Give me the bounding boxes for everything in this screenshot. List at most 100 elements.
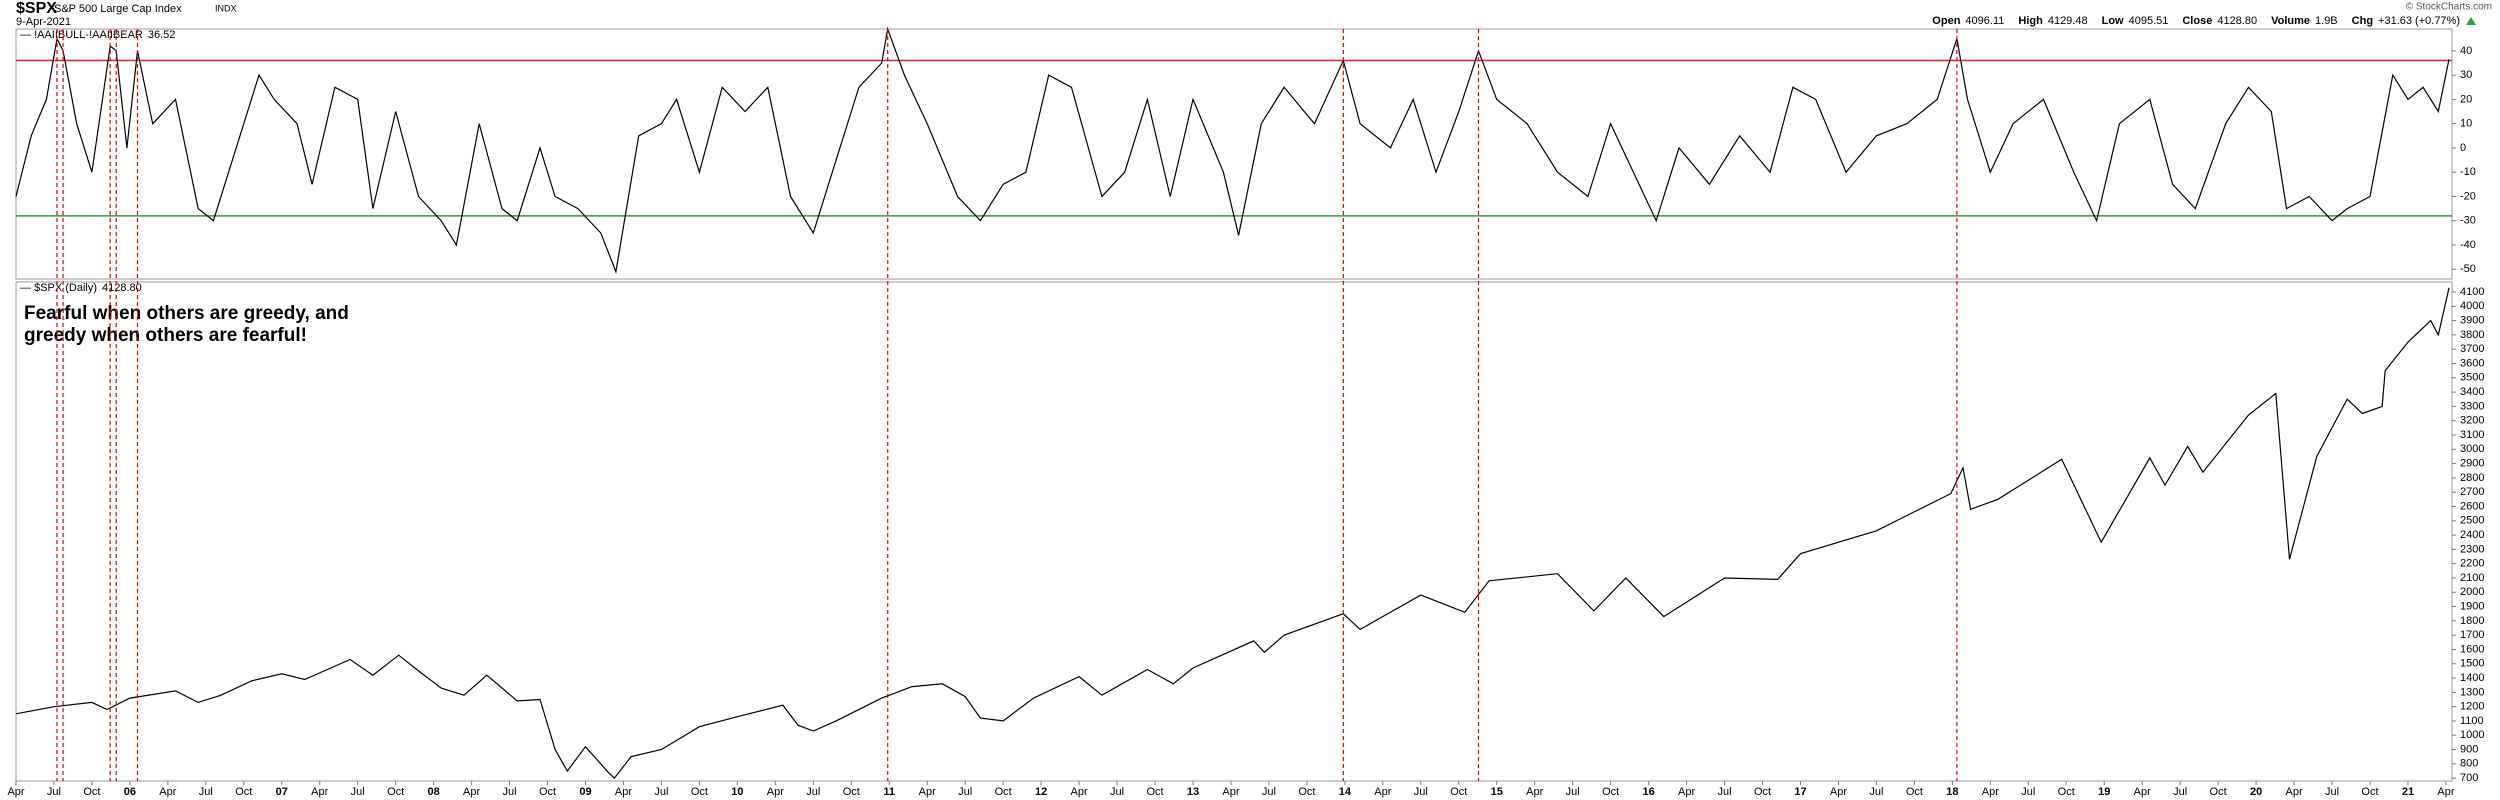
annotation: Fearful when others are greedy, and	[24, 303, 349, 324]
y-tick-label: 10	[2460, 118, 2472, 130]
x-tick-label: 11	[883, 786, 895, 798]
y-tick-label: 1800	[2460, 615, 2484, 627]
x-tick-label: Jul	[1110, 786, 1124, 798]
y-tick-label: 0	[2460, 142, 2466, 154]
x-tick-label: Jul	[1262, 786, 1276, 798]
y-tick-label: 2700	[2460, 486, 2484, 498]
x-tick-label: Oct	[83, 786, 100, 798]
x-tick-label: Jul	[2021, 786, 2035, 798]
y-tick-label: 2400	[2460, 529, 2484, 541]
x-tick-label: Oct	[995, 786, 1012, 798]
x-tick-label: Oct	[2058, 786, 2075, 798]
series-line	[15, 287, 2450, 779]
x-tick-label: Apr	[2285, 786, 2302, 798]
y-tick-label: 3800	[2460, 329, 2484, 341]
legend-value: 4128.80	[102, 282, 142, 294]
y-tick-label: 40	[2460, 45, 2472, 57]
x-tick-label: 14	[1339, 786, 1352, 798]
x-tick-label: Oct	[2361, 786, 2378, 798]
y-tick-label: 2000	[2460, 586, 2484, 598]
x-tick-label: Jul	[503, 786, 517, 798]
stat-label: Chg	[2352, 15, 2373, 27]
y-tick-label: -30	[2460, 215, 2476, 227]
stat-label: Low	[2102, 15, 2124, 27]
x-tick-label: Jul	[351, 786, 365, 798]
y-tick-label: 1100	[2460, 715, 2484, 727]
x-tick-label: Apr	[1982, 786, 1999, 798]
x-tick-label: Jul	[2173, 786, 2187, 798]
x-tick-label: Apr	[1830, 786, 1847, 798]
x-tick-label: 10	[731, 786, 743, 798]
x-tick-label: 19	[2098, 786, 2110, 798]
x-tick-label: Jul	[654, 786, 668, 798]
x-tick-label: Apr	[1374, 786, 1391, 798]
x-tick-label: Apr	[1526, 786, 1543, 798]
y-tick-label: 900	[2460, 743, 2478, 755]
x-tick-label: Oct	[1450, 786, 1467, 798]
copyright: © StockCharts.com	[2406, 2, 2492, 13]
x-tick-label: Apr	[159, 786, 176, 798]
x-tick-label: Oct	[1602, 786, 1619, 798]
symbol-name: S&P 500 Large Cap Index	[54, 3, 182, 15]
x-tick-label: Jul	[2325, 786, 2339, 798]
x-tick-label: Jul	[47, 786, 61, 798]
x-tick-label: 08	[428, 786, 440, 798]
x-tick-label: Oct	[843, 786, 860, 798]
y-tick-label: 3600	[2460, 357, 2484, 369]
y-tick-label: -10	[2460, 166, 2476, 178]
y-tick-label: 2800	[2460, 472, 2484, 484]
x-tick-label: 13	[1187, 786, 1199, 798]
x-tick-label: Apr	[2134, 786, 2151, 798]
panel-frame	[15, 28, 2453, 280]
y-tick-label: 1900	[2460, 600, 2484, 612]
x-tick-label: Oct	[1906, 786, 1923, 798]
x-tick-label: Jul	[958, 786, 972, 798]
y-tick-label: -50	[2460, 263, 2476, 275]
x-tick-label: Apr	[463, 786, 480, 798]
x-tick-label: 07	[276, 786, 288, 798]
y-tick-label: 20	[2460, 93, 2472, 105]
x-tick-label: 09	[579, 786, 591, 798]
y-tick-label: 3700	[2460, 343, 2484, 355]
x-tick-label: Oct	[1754, 786, 1771, 798]
legend: — $SPX (Daily) 4128.80	[20, 282, 142, 294]
x-tick-label: 06	[124, 786, 136, 798]
legend-name: $SPX (Daily)	[34, 282, 97, 294]
x-tick-label: 18	[1946, 786, 1958, 798]
x-tick-label: Apr	[311, 786, 328, 798]
y-tick-label: 1200	[2460, 701, 2484, 713]
stat-label: Volume	[2271, 15, 2310, 27]
x-tick-label: Jul	[1566, 786, 1580, 798]
legend-swatch: —	[20, 29, 34, 41]
y-tick-label: 2500	[2460, 515, 2484, 527]
x-tick-label: Apr	[1678, 786, 1695, 798]
legend-swatch: —	[20, 282, 34, 294]
legend: — !AAIIBULL-!AAIIBEAR 36.52	[20, 29, 175, 41]
x-tick-label: 16	[1642, 786, 1654, 798]
symbol: $SPX	[16, 0, 57, 17]
x-tick-label: 12	[1035, 786, 1047, 798]
x-tick-label: Jul	[806, 786, 820, 798]
y-tick-label: 30	[2460, 69, 2472, 81]
y-tick-label: 2100	[2460, 572, 2484, 584]
y-tick-label: 3200	[2460, 415, 2484, 427]
y-tick-label: 3000	[2460, 443, 2484, 455]
x-tick-label: Oct	[539, 786, 556, 798]
x-tick-label: Jul	[1414, 786, 1428, 798]
stat-value: 4096.11	[1965, 15, 2004, 27]
legend-value: 36.52	[148, 29, 176, 41]
stat-label: Close	[2182, 15, 2212, 27]
stat-value: 1.9B	[2315, 15, 2338, 27]
x-tick-label: 17	[1794, 786, 1806, 798]
x-tick-label: 20	[2250, 786, 2262, 798]
stat-value: +31.63 (+0.77%)	[2378, 15, 2460, 27]
stat-label: High	[2018, 15, 2043, 27]
date: 9-Apr-2021	[16, 16, 71, 28]
series-line	[15, 26, 2450, 274]
y-tick-label: 3500	[2460, 372, 2484, 384]
y-tick-label: 700	[2460, 772, 2478, 784]
y-tick-label: 800	[2460, 758, 2478, 770]
y-tick-label: 1600	[2460, 643, 2484, 655]
